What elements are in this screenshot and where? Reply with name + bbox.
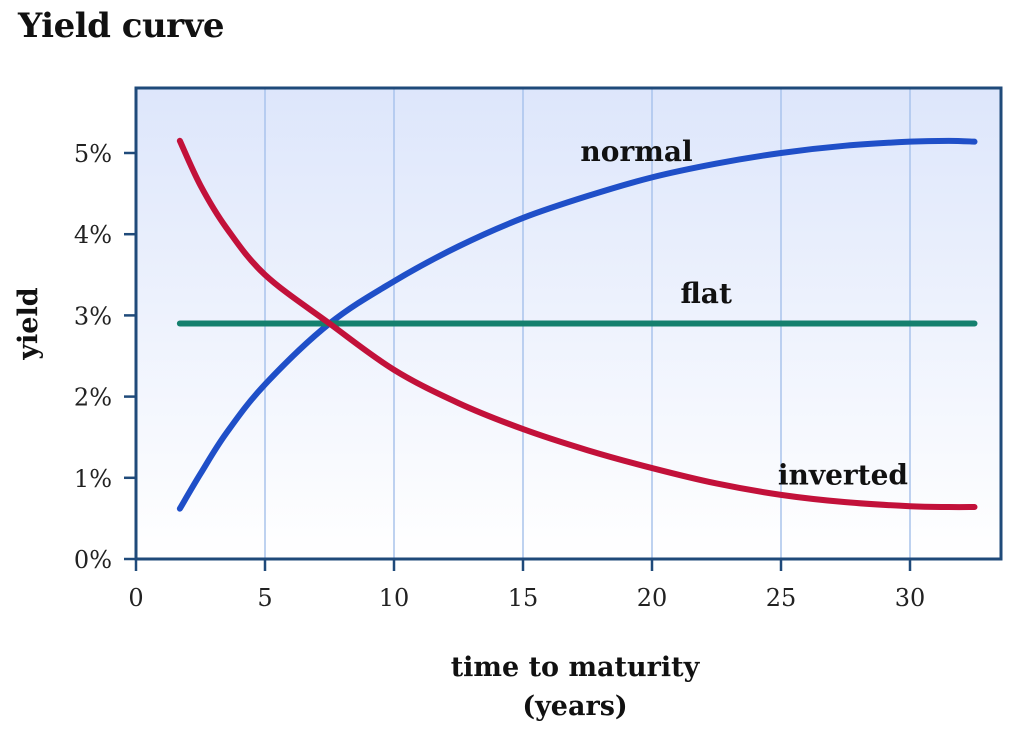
y-tick-label: 4%: [74, 221, 112, 249]
y-tick-label: 0%: [74, 546, 112, 574]
series-lines: [176, 137, 978, 512]
y-axis-title: yield: [13, 287, 44, 360]
x-tick-label: 5: [257, 584, 272, 612]
x-tick-label: 0: [128, 584, 143, 612]
series-label-normal: normal: [580, 135, 692, 168]
x-tick-label: 20: [637, 584, 668, 612]
x-tick-label: 10: [379, 584, 410, 612]
x-axis-title-line1: time to maturity: [451, 652, 701, 683]
y-tick-label: 5%: [74, 140, 112, 168]
series-label-inverted: inverted: [778, 458, 908, 491]
series-label-flat: flat: [680, 277, 732, 310]
chart-title: Yield curve: [18, 6, 224, 46]
x-tick-label: 30: [895, 584, 926, 612]
series-labels: normal flat inverted: [580, 135, 908, 491]
y-tick-label: 2%: [74, 384, 112, 412]
plot-frame: [134, 86, 1003, 561]
series-line-normal: [176, 137, 978, 512]
y-tick-label: 3%: [74, 302, 112, 330]
x-tick-label: 25: [766, 584, 797, 612]
x-axis-title-line2: (years): [522, 691, 627, 722]
axis-ticks: 0 5 10 15 20 25 30 0% 1% 2% 3% 4% 5%: [74, 140, 925, 612]
y-tick-label: 1%: [74, 465, 112, 493]
series-line-inverted: [176, 137, 978, 511]
x-tick-label: 15: [508, 584, 539, 612]
